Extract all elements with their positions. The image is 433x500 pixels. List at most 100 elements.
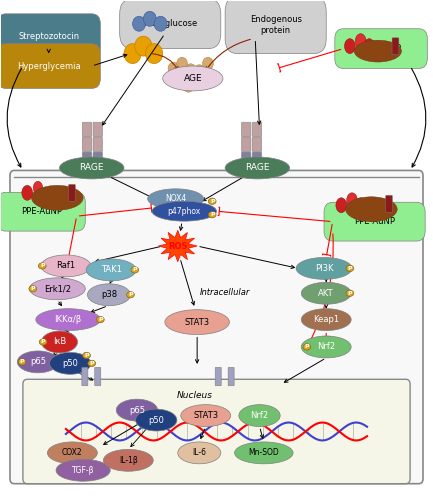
Text: Streptozotocin: Streptozotocin (18, 32, 79, 40)
Text: Nucleus: Nucleus (177, 390, 213, 400)
Text: p65: p65 (129, 406, 145, 414)
Text: P: P (304, 344, 309, 350)
FancyBboxPatch shape (120, 0, 221, 48)
FancyBboxPatch shape (93, 152, 103, 166)
FancyBboxPatch shape (335, 28, 427, 68)
Ellipse shape (56, 460, 110, 481)
Ellipse shape (32, 186, 83, 210)
Ellipse shape (135, 36, 152, 56)
FancyBboxPatch shape (82, 122, 92, 136)
FancyBboxPatch shape (324, 202, 425, 241)
Text: ROS: ROS (168, 242, 187, 250)
Ellipse shape (39, 263, 46, 269)
Text: P: P (40, 264, 45, 268)
Text: Mn-SOD: Mn-SOD (249, 448, 279, 458)
Text: P: P (210, 212, 214, 217)
FancyBboxPatch shape (10, 170, 423, 483)
Ellipse shape (208, 212, 216, 218)
Text: TGF-β: TGF-β (72, 466, 94, 475)
Ellipse shape (148, 189, 204, 208)
Ellipse shape (183, 80, 194, 92)
Ellipse shape (185, 64, 196, 76)
FancyBboxPatch shape (0, 14, 100, 59)
Text: Keap1: Keap1 (313, 315, 339, 324)
FancyBboxPatch shape (215, 368, 221, 386)
Ellipse shape (154, 16, 167, 31)
Text: RAGE: RAGE (245, 164, 270, 172)
Text: COX2: COX2 (62, 448, 83, 458)
Ellipse shape (301, 308, 351, 330)
Text: AKT: AKT (318, 289, 334, 298)
FancyBboxPatch shape (252, 152, 262, 166)
Ellipse shape (22, 186, 32, 200)
Ellipse shape (88, 360, 96, 366)
Ellipse shape (59, 157, 124, 179)
Ellipse shape (345, 38, 355, 54)
Ellipse shape (97, 316, 104, 322)
Text: p65: p65 (30, 358, 46, 366)
Ellipse shape (42, 188, 51, 200)
Ellipse shape (354, 40, 401, 62)
Ellipse shape (181, 404, 231, 426)
FancyBboxPatch shape (0, 192, 85, 231)
Text: IL-1β: IL-1β (119, 456, 138, 465)
Ellipse shape (301, 282, 351, 304)
FancyBboxPatch shape (93, 137, 103, 152)
FancyBboxPatch shape (0, 44, 100, 88)
Ellipse shape (145, 44, 163, 64)
Text: P: P (210, 199, 214, 204)
Ellipse shape (33, 182, 43, 194)
Text: PPE-AuNP: PPE-AuNP (361, 44, 401, 53)
Text: p47phox: p47phox (168, 206, 201, 216)
FancyBboxPatch shape (23, 380, 410, 484)
Ellipse shape (203, 58, 213, 70)
Ellipse shape (132, 16, 145, 31)
FancyBboxPatch shape (242, 122, 251, 136)
Ellipse shape (41, 255, 91, 277)
Text: p38: p38 (101, 290, 117, 299)
Text: Hyperglycemia: Hyperglycemia (17, 62, 81, 70)
FancyBboxPatch shape (252, 137, 262, 152)
Text: P: P (20, 360, 24, 364)
Ellipse shape (301, 336, 351, 358)
Ellipse shape (103, 450, 153, 471)
Ellipse shape (346, 266, 354, 272)
Ellipse shape (355, 198, 366, 212)
FancyBboxPatch shape (242, 137, 251, 152)
Ellipse shape (136, 409, 177, 431)
Text: p50: p50 (62, 359, 78, 368)
Text: Erk1/2: Erk1/2 (44, 284, 71, 294)
Ellipse shape (143, 12, 156, 26)
Ellipse shape (124, 44, 141, 64)
Text: PI3K: PI3K (315, 264, 333, 273)
Ellipse shape (87, 284, 130, 306)
Ellipse shape (48, 442, 97, 464)
Ellipse shape (152, 202, 216, 221)
FancyBboxPatch shape (82, 368, 88, 386)
FancyBboxPatch shape (392, 38, 399, 54)
FancyBboxPatch shape (95, 368, 101, 386)
Ellipse shape (36, 308, 100, 330)
Text: IκB: IκB (53, 338, 66, 346)
Ellipse shape (29, 278, 85, 299)
Text: P: P (41, 340, 45, 344)
Text: NOX4: NOX4 (165, 194, 186, 203)
Text: PPE-AuNP: PPE-AuNP (21, 207, 61, 216)
Ellipse shape (18, 358, 26, 365)
Ellipse shape (303, 344, 311, 350)
Text: P: P (30, 286, 35, 292)
Ellipse shape (178, 442, 221, 464)
Text: AGE: AGE (184, 74, 202, 83)
Text: P: P (84, 353, 89, 358)
Text: P: P (348, 291, 352, 296)
Ellipse shape (235, 442, 293, 464)
Ellipse shape (42, 331, 78, 353)
Text: PPE-AuNP: PPE-AuNP (354, 217, 395, 226)
Ellipse shape (131, 267, 139, 273)
Text: STAT3: STAT3 (193, 411, 218, 420)
Text: Nrf2: Nrf2 (250, 411, 268, 420)
Text: P: P (90, 361, 94, 366)
Ellipse shape (177, 58, 187, 70)
Text: Nrf2: Nrf2 (317, 342, 335, 351)
Text: IL-6: IL-6 (192, 448, 206, 458)
